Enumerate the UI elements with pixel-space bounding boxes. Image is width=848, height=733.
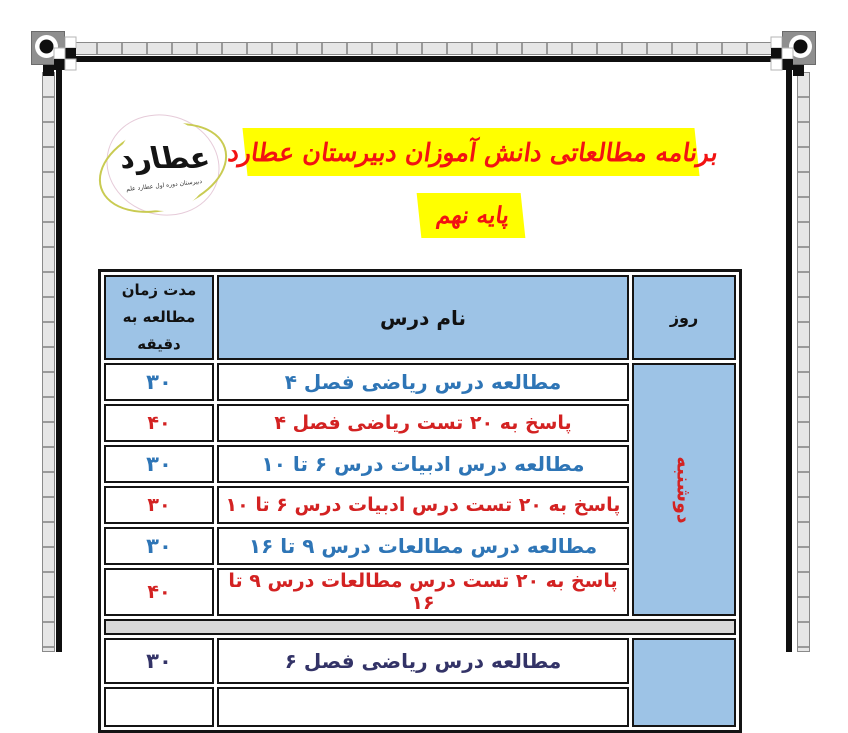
duration-cell: ۴۰ bbox=[104, 404, 214, 442]
duration-cell: ۴۰ bbox=[104, 568, 214, 616]
lesson-cell: مطالعه درس ریاضی فصل ۴ bbox=[217, 363, 629, 401]
frame-top-line bbox=[64, 56, 784, 62]
table-row: مطالعه درس ادبیات درس ۶ تا ۱۰ ۳۰ bbox=[104, 445, 736, 483]
frame-right-line bbox=[786, 64, 792, 652]
table-row: پاسخ به ۲۰ تست درس ادبیات درس ۶ تا ۱۰ ۳۰ bbox=[104, 486, 736, 524]
grade-subtitle: پایه نهم bbox=[416, 193, 526, 238]
table-row: مطالعه درس مطالعات درس ۹ تا ۱۶ ۳۰ bbox=[104, 527, 736, 565]
day-cell-monday: دوشنبه bbox=[632, 363, 736, 616]
frame-corner-top-right-ornament bbox=[770, 31, 816, 76]
table-row: مطالعه درس ریاضی فصل ۶ ۳۰ bbox=[104, 638, 736, 727]
frame-top-band bbox=[72, 42, 776, 55]
day-label: دوشنبه bbox=[673, 455, 695, 524]
lesson-cell: مطالعه درس ریاضی فصل ۶ bbox=[217, 638, 629, 684]
header-lesson: نام درس bbox=[217, 275, 629, 360]
duration-cell bbox=[104, 687, 214, 727]
table-row: پاسخ به ۲۰ تست درس مطالعات درس ۹ تا ۱۶ ۴… bbox=[104, 568, 736, 616]
duration-cell: ۳۰ bbox=[104, 527, 214, 565]
lesson-cell: پاسخ به ۲۰ تست ریاضی فصل ۴ bbox=[217, 404, 629, 442]
page-title: برنامه مطالعاتی دانش آموزان دبیرستان عطا… bbox=[225, 128, 717, 176]
table-header-row: روز نام درس مدت زمان مطالعه به دقیقه bbox=[104, 275, 736, 360]
duration-cell: ۳۰ bbox=[104, 638, 214, 684]
frame-left-band bbox=[42, 72, 55, 652]
logo-wordmark: عطارد bbox=[115, 140, 213, 175]
lesson-cell: مطالعه درس ادبیات درس ۶ تا ۱۰ bbox=[217, 445, 629, 483]
header-duration: مدت زمان مطالعه به دقیقه bbox=[104, 275, 214, 360]
duration-cell: ۳۰ bbox=[104, 486, 214, 524]
logo-circle: عطارد دبیرستان دوره اول عطارد علم bbox=[115, 119, 213, 211]
logo-subtext: دبیرستان دوره اول عطارد علم bbox=[125, 177, 203, 193]
day-cell-next bbox=[632, 638, 736, 727]
section-separator-row bbox=[104, 619, 736, 635]
study-schedule-page: { "page": { "title_line1": "برنامه مطالع… bbox=[31, 31, 816, 733]
frame-right-band bbox=[797, 72, 810, 652]
lesson-cell: مطالعه درس مطالعات درس ۹ تا ۱۶ bbox=[217, 527, 629, 565]
schedule-table: روز نام درس مدت زمان مطالعه به دقیقه دوش… bbox=[98, 269, 742, 733]
lesson-cell: پاسخ به ۲۰ تست درس مطالعات درس ۹ تا ۱۶ bbox=[217, 568, 629, 616]
frame-left-line bbox=[56, 64, 62, 652]
frame-corner-top-left-ornament bbox=[31, 31, 77, 76]
duration-cell: ۳۰ bbox=[104, 445, 214, 483]
lesson-cell: پاسخ به ۲۰ تست درس ادبیات درس ۶ تا ۱۰ bbox=[217, 486, 629, 524]
section-separator bbox=[104, 619, 736, 635]
school-logo: عطارد دبیرستان دوره اول عطارد علم bbox=[87, 101, 239, 230]
table-row: دوشنبه مطالعه درس ریاضی فصل ۴ ۳۰ bbox=[104, 363, 736, 616]
header-day: روز bbox=[632, 275, 736, 360]
duration-cell: ۳۰ bbox=[104, 363, 214, 401]
table-row: پاسخ به ۲۰ تست ریاضی فصل ۴ ۴۰ bbox=[104, 404, 736, 442]
lesson-cell bbox=[217, 687, 629, 727]
